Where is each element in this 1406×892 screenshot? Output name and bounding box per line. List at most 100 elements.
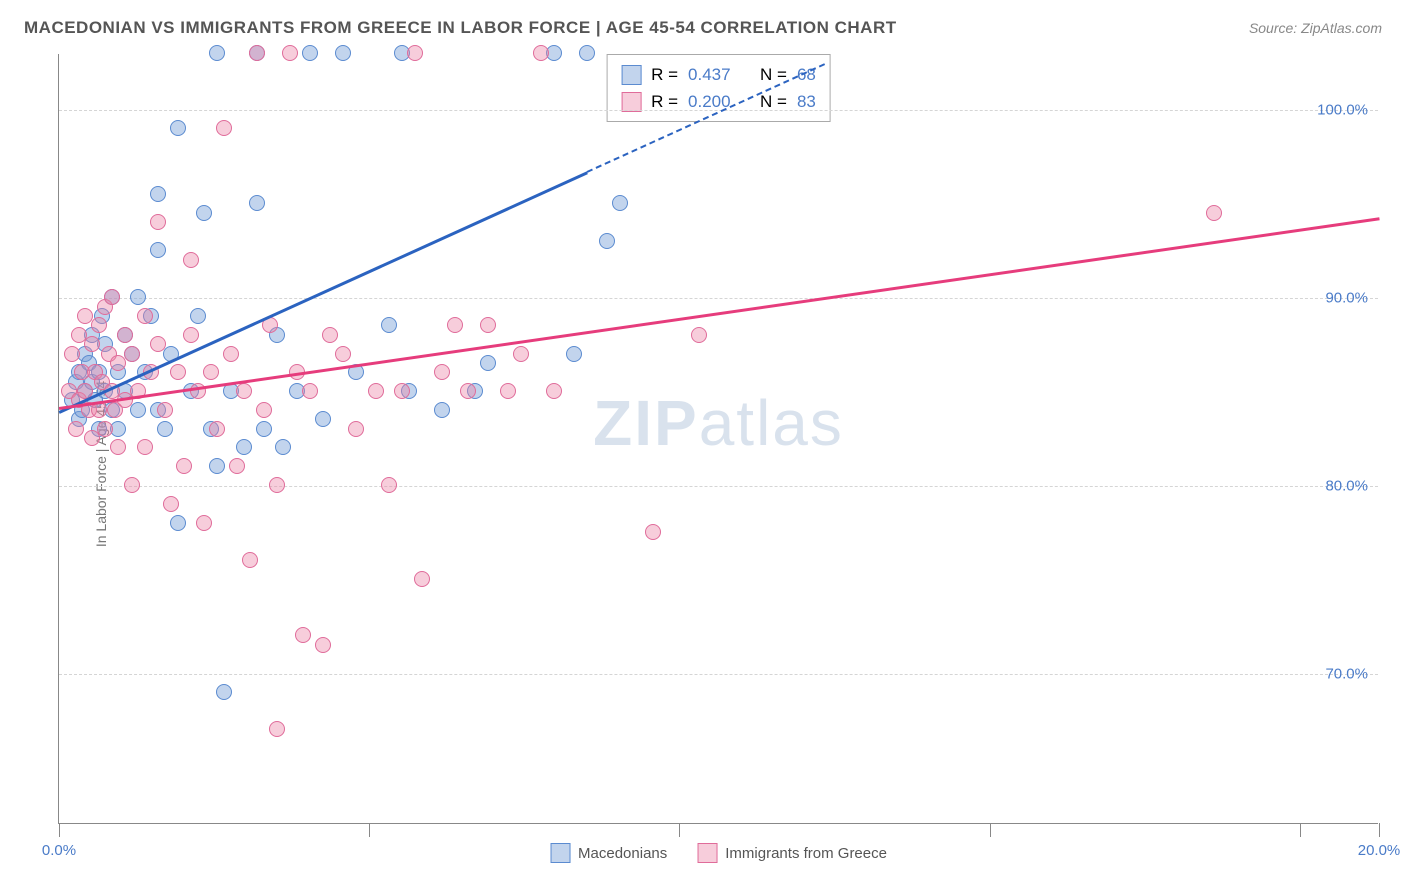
- scatter-point: [84, 336, 100, 352]
- scatter-point: [183, 327, 199, 343]
- scatter-point: [236, 383, 252, 399]
- scatter-point: [236, 439, 252, 455]
- swatch-greece-icon: [697, 843, 717, 863]
- y-tick-label: 80.0%: [1325, 477, 1368, 494]
- x-tick: [990, 823, 991, 837]
- swatch-greece: [621, 92, 641, 112]
- scatter-point: [190, 308, 206, 324]
- scatter-point: [275, 439, 291, 455]
- scatter-point: [645, 524, 661, 540]
- scatter-point: [282, 45, 298, 61]
- gridline: [59, 486, 1378, 487]
- scatter-point: [407, 45, 423, 61]
- scatter-point: [130, 402, 146, 418]
- scatter-point: [176, 458, 192, 474]
- scatter-point: [269, 721, 285, 737]
- x-tick-label: 20.0%: [1358, 842, 1401, 859]
- stats-row-macedonians: R = 0.437 N = 68: [621, 61, 816, 88]
- scatter-point: [110, 439, 126, 455]
- scatter-point: [579, 45, 595, 61]
- swatch-macedonians: [621, 65, 641, 85]
- scatter-point: [269, 477, 285, 493]
- scatter-point: [150, 214, 166, 230]
- y-tick-label: 90.0%: [1325, 290, 1368, 307]
- scatter-point: [130, 289, 146, 305]
- scatter-point: [157, 421, 173, 437]
- scatter-point: [117, 327, 133, 343]
- scatter-point: [150, 186, 166, 202]
- scatter-point: [434, 364, 450, 380]
- scatter-point: [137, 439, 153, 455]
- scatter-point: [546, 383, 562, 399]
- scatter-point: [335, 346, 351, 362]
- x-tick-label: 0.0%: [42, 842, 76, 859]
- scatter-point: [566, 346, 582, 362]
- gridline: [59, 298, 1378, 299]
- x-tick: [369, 823, 370, 837]
- scatter-point: [209, 421, 225, 437]
- scatter-point: [249, 45, 265, 61]
- y-tick-label: 70.0%: [1325, 665, 1368, 682]
- scatter-point: [216, 684, 232, 700]
- scatter-point: [91, 317, 107, 333]
- scatter-point: [691, 327, 707, 343]
- x-tick: [679, 823, 680, 837]
- scatter-point: [216, 120, 232, 136]
- scatter-point: [223, 346, 239, 362]
- scatter-point: [335, 45, 351, 61]
- scatter-point: [500, 383, 516, 399]
- scatter-point: [460, 383, 476, 399]
- title-bar: MACEDONIAN VS IMMIGRANTS FROM GREECE IN …: [0, 0, 1406, 46]
- scatter-point: [163, 496, 179, 512]
- legend-item-greece: Immigrants from Greece: [697, 843, 887, 863]
- watermark: ZIPatlas: [593, 386, 844, 460]
- scatter-point: [256, 421, 272, 437]
- x-tick: [1379, 823, 1380, 837]
- scatter-point: [513, 346, 529, 362]
- scatter-point: [394, 383, 410, 399]
- scatter-point: [203, 364, 219, 380]
- scatter-point: [315, 637, 331, 653]
- scatter-point: [295, 627, 311, 643]
- scatter-point: [381, 317, 397, 333]
- y-tick-label: 100.0%: [1317, 102, 1368, 119]
- source-label: Source: ZipAtlas.com: [1249, 20, 1382, 36]
- scatter-point: [170, 515, 186, 531]
- scatter-point: [124, 477, 140, 493]
- scatter-point: [64, 346, 80, 362]
- gridline: [59, 674, 1378, 675]
- chart-title: MACEDONIAN VS IMMIGRANTS FROM GREECE IN …: [24, 18, 897, 38]
- scatter-point: [256, 402, 272, 418]
- scatter-point: [104, 289, 120, 305]
- scatter-point: [157, 402, 173, 418]
- legend-item-macedonians: Macedonians: [550, 843, 667, 863]
- scatter-point: [368, 383, 384, 399]
- scatter-point: [533, 45, 549, 61]
- scatter-point: [137, 308, 153, 324]
- scatter-point: [170, 364, 186, 380]
- plot-area: ZIPatlas R = 0.437 N = 68 R = 0.200 N = …: [58, 54, 1378, 824]
- scatter-point: [1206, 205, 1222, 221]
- scatter-point: [348, 421, 364, 437]
- scatter-point: [124, 346, 140, 362]
- scatter-point: [229, 458, 245, 474]
- bottom-legend: Macedonians Immigrants from Greece: [550, 843, 887, 863]
- scatter-point: [322, 327, 338, 343]
- x-tick: [59, 823, 60, 837]
- scatter-point: [68, 421, 84, 437]
- scatter-point: [242, 552, 258, 568]
- scatter-point: [196, 205, 212, 221]
- scatter-point: [414, 571, 430, 587]
- scatter-point: [599, 233, 615, 249]
- scatter-point: [480, 355, 496, 371]
- scatter-point: [170, 120, 186, 136]
- x-tick: [1300, 823, 1301, 837]
- scatter-point: [183, 252, 199, 268]
- scatter-point: [302, 45, 318, 61]
- scatter-point: [302, 383, 318, 399]
- scatter-point: [249, 195, 265, 211]
- scatter-point: [612, 195, 628, 211]
- scatter-point: [209, 45, 225, 61]
- scatter-point: [209, 458, 225, 474]
- swatch-macedonians-icon: [550, 843, 570, 863]
